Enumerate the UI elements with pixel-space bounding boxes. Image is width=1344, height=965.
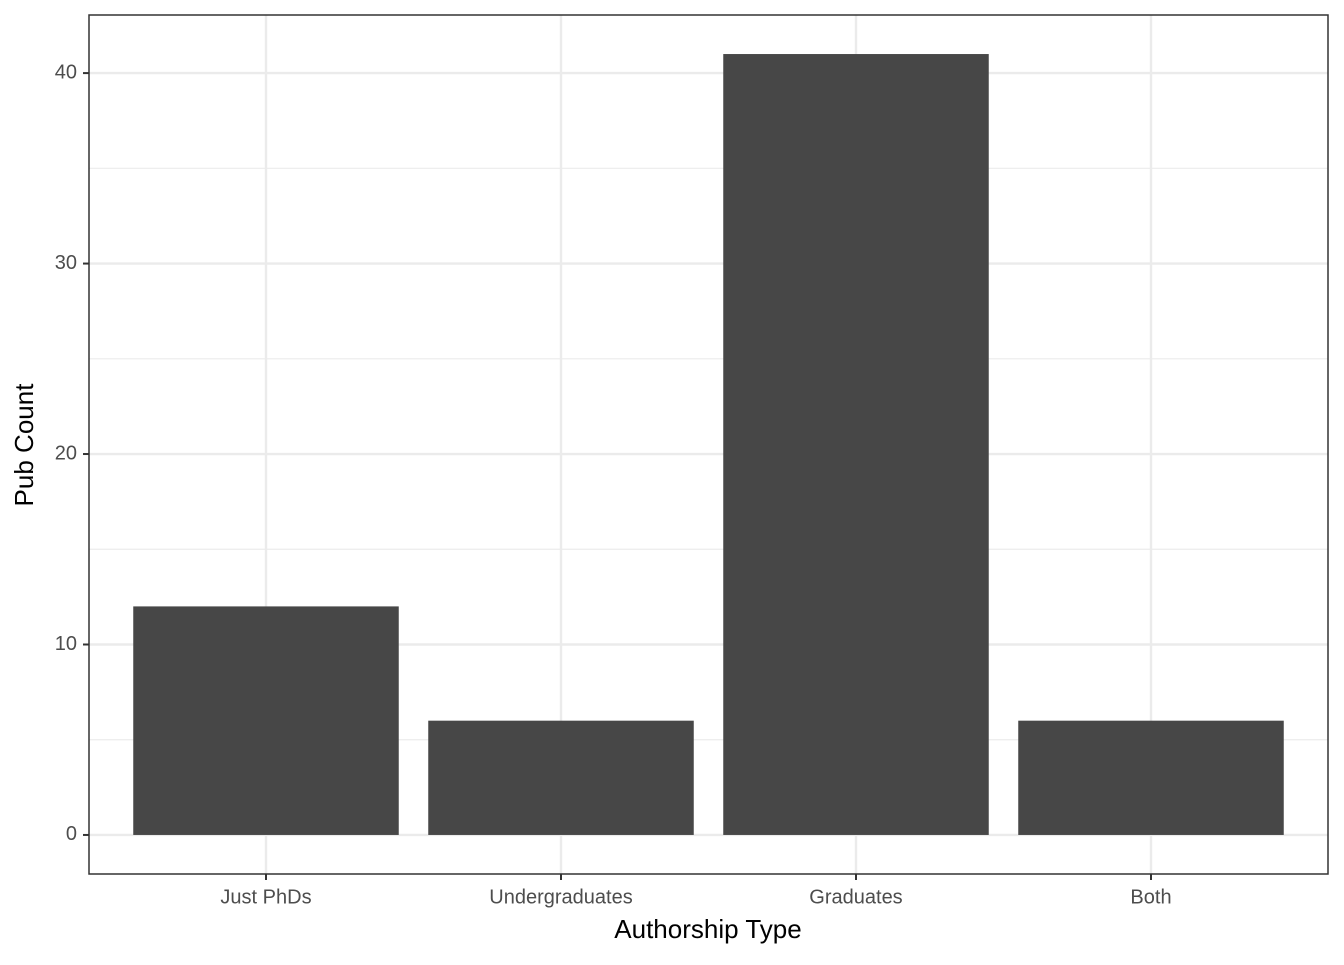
y-axis-title: Pub Count: [9, 383, 39, 507]
y-tick-label: 20: [55, 442, 77, 464]
x-tick-label: Graduates: [809, 886, 902, 908]
bar: [428, 720, 694, 835]
y-tick-label: 30: [55, 252, 77, 274]
y-tick-label: 40: [55, 61, 77, 83]
x-tick-label: Just PhDs: [220, 886, 311, 908]
x-tick-label: Both: [1130, 886, 1171, 908]
bar: [723, 54, 989, 835]
y-tick-label: 0: [66, 823, 77, 845]
bar: [133, 606, 399, 835]
y-tick-label: 10: [55, 633, 77, 655]
x-axis-title: Authorship Type: [614, 914, 801, 944]
x-tick-label: Undergraduates: [489, 886, 632, 908]
bar: [1018, 720, 1284, 835]
panel-border: [88, 14, 1329, 875]
